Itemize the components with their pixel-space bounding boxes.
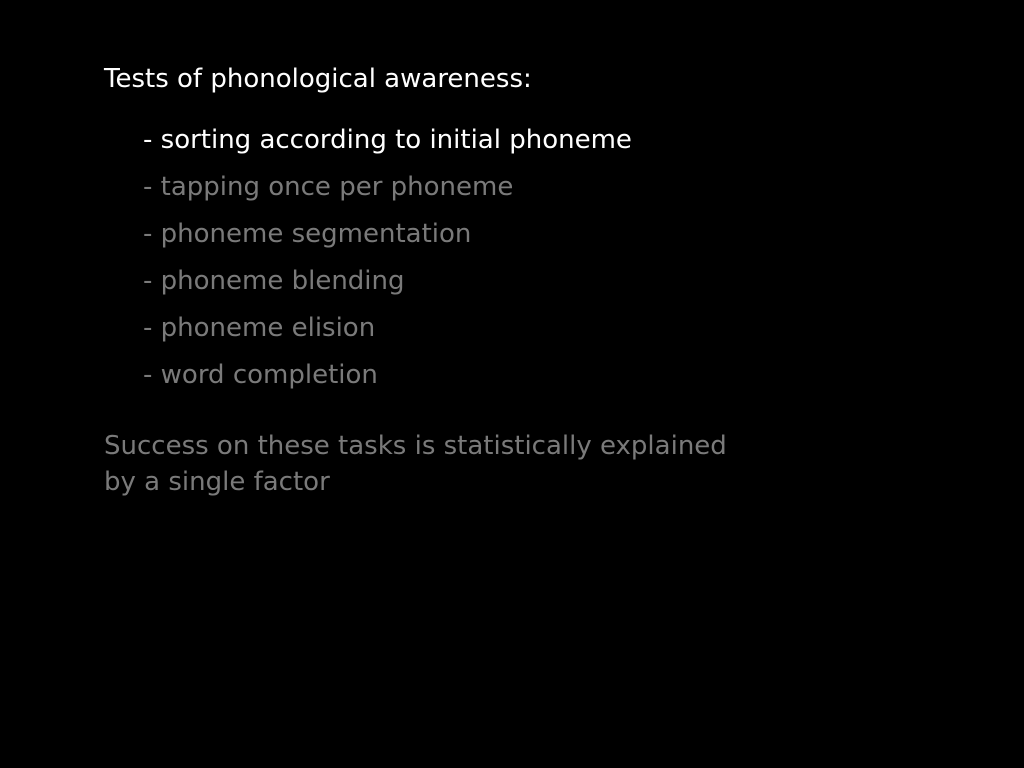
list-item-tapping: - tapping once per phoneme: [143, 172, 514, 202]
summary-text: Success on these tasks is statistically …: [104, 428, 784, 500]
summary-line-1: Success on these tasks is statistically …: [104, 431, 727, 461]
slide-title: Tests of phonological awareness:: [104, 64, 532, 94]
summary-line-2: by a single factor: [104, 467, 330, 497]
list-item-segmentation: - phoneme segmentation: [143, 219, 472, 249]
list-item-blending: - phoneme blending: [143, 266, 405, 296]
test-list: - sorting according to initial phoneme -…: [143, 117, 632, 399]
list-item-sorting: - sorting according to initial phoneme: [143, 125, 632, 155]
list-item-elision: - phoneme elision: [143, 313, 376, 343]
list-item-word-completion: - word completion: [143, 360, 378, 390]
